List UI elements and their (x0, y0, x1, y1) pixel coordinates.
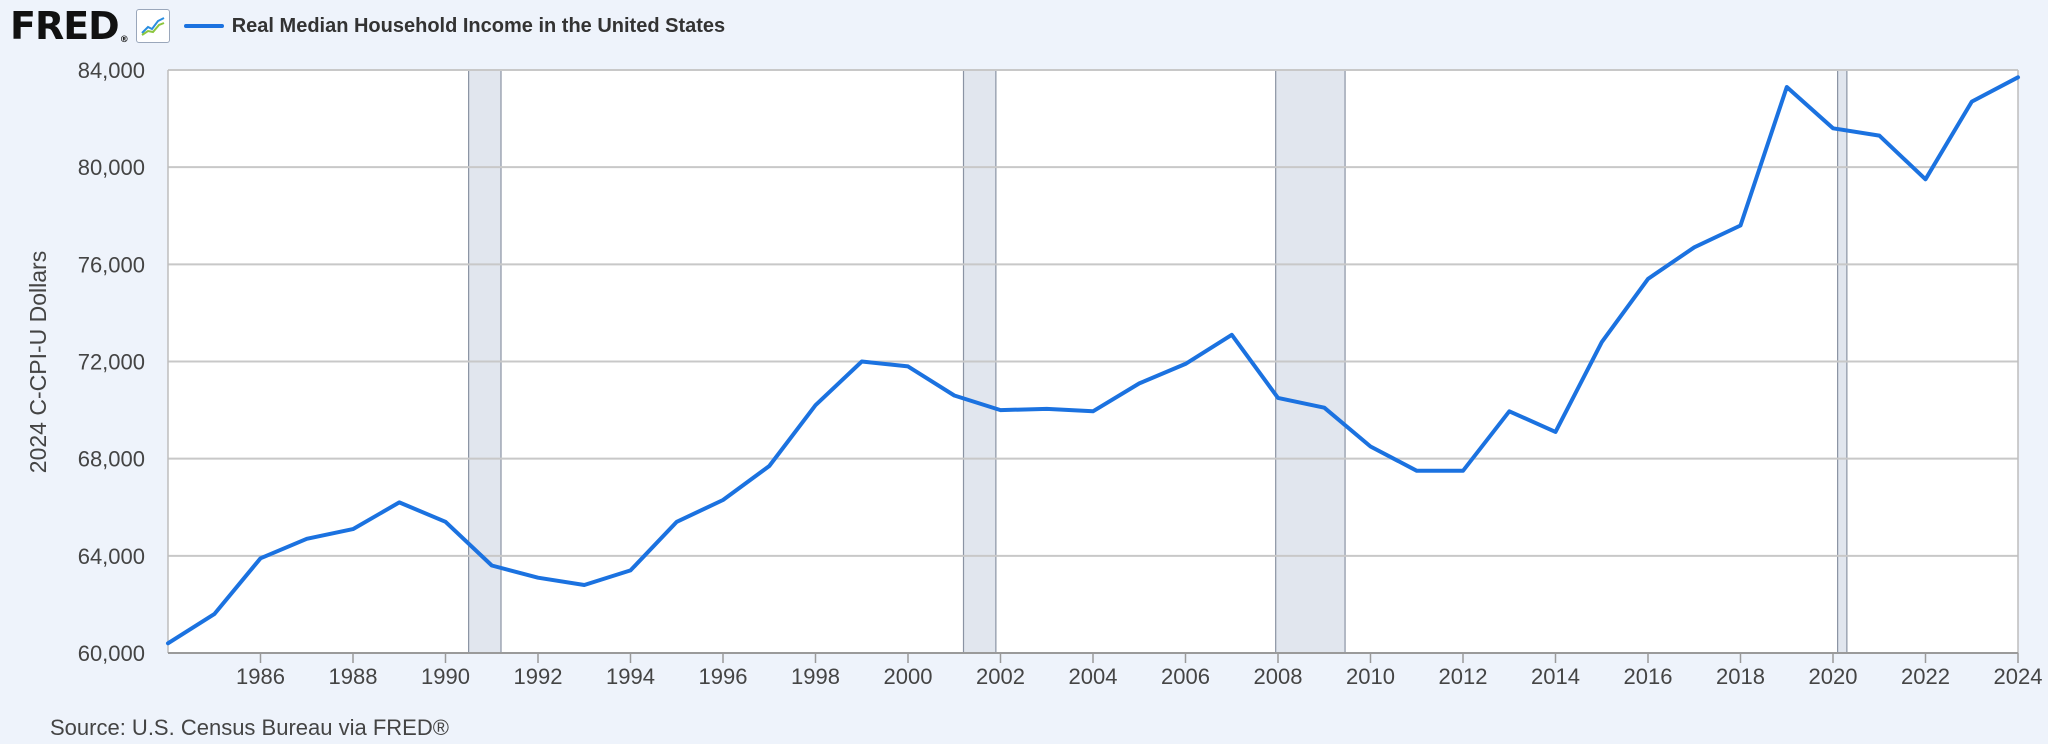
x-tick-label: 2014 (1531, 664, 1580, 689)
x-tick-label: 1998 (791, 664, 840, 689)
source-note: Source: U.S. Census Bureau via FRED® (50, 715, 449, 740)
y-tick-label: 76,000 (78, 252, 145, 277)
line-graph-icon[interactable] (135, 9, 170, 43)
series-line[interactable] (166, 75, 2020, 646)
y-axis-label: 2024 C-CPI-U Dollars (25, 251, 51, 473)
y-tick-label: 60,000 (78, 641, 145, 666)
x-tick-label: 1988 (329, 664, 378, 689)
x-tick-label: 2022 (1901, 664, 1950, 689)
x-tick-label: 2018 (1716, 664, 1765, 689)
chart-legend: Real Median Household Income in the Unit… (183, 14, 726, 38)
y-axis: 60,000 64,000 68,000 72,000 76,000 80,000 84,0… (78, 58, 145, 666)
x-tick-label: 2024 (1994, 664, 2043, 689)
x-tick-label: 1986 (236, 664, 285, 689)
x-tick-label: 2012 (1439, 664, 1488, 689)
chart-header: FRED® Real Median Household Income in th… (10, 4, 725, 48)
y-tick-label: 64,000 (78, 544, 145, 569)
x-tick-label: 2000 (884, 664, 933, 689)
x-tick-label: 2004 (1069, 664, 1118, 689)
y-tick-label: 84,000 (78, 58, 145, 83)
y-tick-label: 68,000 (78, 447, 145, 472)
series (166, 75, 2020, 646)
x-tick-label: 1996 (699, 664, 748, 689)
line-chart: 60,000 64,000 68,000 72,000 76,000 80,000 84,0… (25, 58, 2042, 689)
x-tick-label: 2016 (1624, 664, 1673, 689)
y-tick-label: 80,000 (78, 155, 145, 180)
legend-label: Real Median Household Income in the Unit… (231, 14, 726, 37)
x-tick-label: 1992 (514, 664, 563, 689)
x-tick-label: 2002 (976, 664, 1025, 689)
x-tick-label: 2006 (1161, 664, 1210, 689)
x-tick-label: 2010 (1346, 664, 1395, 689)
legend-swatch (183, 24, 224, 28)
x-tick-label: 2020 (1809, 664, 1858, 689)
y-tick-label: 72,000 (78, 350, 145, 375)
x-tick-label: 1990 (421, 664, 470, 689)
x-axis: 1986 1988 1990 1992 1994 1996 1998 2000 2002 2004… (236, 653, 2042, 689)
x-tick-label: 1994 (606, 664, 655, 689)
x-tick-label: 2008 (1254, 664, 1303, 689)
fred-logo[interactable]: FRED® (10, 4, 129, 48)
